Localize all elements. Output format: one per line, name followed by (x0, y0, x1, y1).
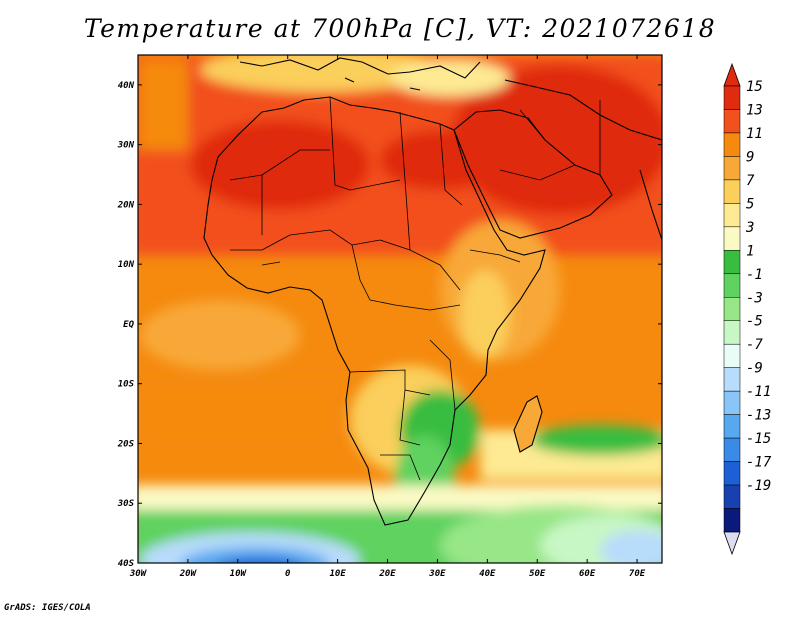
lon-tick-label: 40E (479, 569, 496, 579)
colorbar-label: 7 (746, 173, 755, 189)
colorbar-label: -9 (746, 361, 763, 377)
colorbar-label: 5 (746, 196, 754, 212)
lon-tick-label: 30W (129, 569, 148, 579)
colorbar-label: -15 (746, 431, 771, 447)
coastlines (203, 57, 662, 526)
colorbar-swatch (723, 203, 741, 228)
colorbar: 15 13 11 9 7 5 3 1 -1 -3 -5 -7 -9 -11 -13 -15 -17 -19 (723, 62, 772, 556)
colorbar-swatch (723, 226, 741, 251)
colorbar-label: 13 (746, 102, 763, 118)
country-borders (229, 96, 601, 481)
lon-tick-label: 70E (629, 569, 646, 579)
colorbar-label: -3 (746, 290, 763, 306)
colorbar-swatch (723, 250, 741, 275)
colorbar-swatch (723, 85, 741, 110)
colorbar-label: -7 (746, 337, 763, 353)
colorbar-label: 9 (746, 149, 754, 165)
colorbar-label: 3 (745, 220, 754, 236)
grads-credit: GrADS: IGES/COLA (4, 603, 91, 613)
colorbar-swatch (723, 484, 741, 509)
colorbar-swatch (723, 461, 741, 486)
lat-tick-label: 10N (118, 260, 135, 270)
colorbar-swatch (723, 390, 741, 415)
lon-tick-label: 10E (329, 569, 346, 579)
colorbar-swatch (723, 343, 741, 368)
colorbar-swatch (723, 109, 741, 134)
temperature-field (138, 55, 662, 563)
lat-tick-label: 20S (117, 439, 135, 449)
lat-tick-label: EQ (123, 320, 134, 330)
colorbar-swatch (723, 414, 741, 439)
lat-tick-label: 40S (118, 559, 135, 569)
colorbar-swatch (723, 179, 741, 204)
colorbar-label: -1 (746, 267, 763, 283)
lat-tick-label: 20N (117, 200, 135, 210)
colorbar-label: -13 (746, 408, 771, 424)
colorbar-swatch (723, 508, 741, 533)
colorbar-swatch (723, 297, 741, 321)
lon-tick-label: 60E (579, 569, 596, 579)
lon-tick-label: 10W (230, 569, 248, 579)
lon-tick-label: 20E (378, 569, 396, 579)
colorbar-swatch (723, 437, 741, 462)
lat-tick-label: 30N (117, 141, 135, 151)
lat-tick-label: 10S (118, 380, 135, 390)
colorbar-swatch (723, 320, 741, 345)
colorbar-label: 1 (746, 243, 754, 259)
colorbar-over-triangle (723, 62, 741, 87)
colorbar-swatch (723, 132, 741, 157)
colorbar-label: -11 (746, 384, 771, 400)
lat-tick-label: 40N (118, 81, 135, 91)
colorbar-under-triangle (723, 531, 741, 556)
map-frame (137, 54, 663, 564)
colorbar-label: 11 (746, 126, 763, 142)
lon-tick-label: 0 (285, 569, 291, 579)
lon-tick-label: 30E (428, 569, 446, 579)
lon-tick-label: 50E (529, 569, 546, 579)
lon-tick-label: 20W (179, 569, 198, 579)
colorbar-swatch (723, 156, 741, 181)
map-title: Temperature at 700hPa [C], VT: 202107261… (83, 14, 717, 43)
lat-tick-label: 30S (117, 499, 135, 509)
colorbar-label: -19 (746, 478, 771, 494)
colorbar-swatch (723, 367, 741, 392)
colorbar-swatch (723, 273, 741, 298)
colorbar-label: -17 (746, 455, 772, 471)
map-axes: 30W 20W 10W 0 10E 20E 30E 40E 50E 60E 70E 40N 30N 20N… (117, 55, 662, 579)
colorbar-label: 15 (746, 79, 763, 95)
colorbar-label: -5 (746, 314, 763, 330)
